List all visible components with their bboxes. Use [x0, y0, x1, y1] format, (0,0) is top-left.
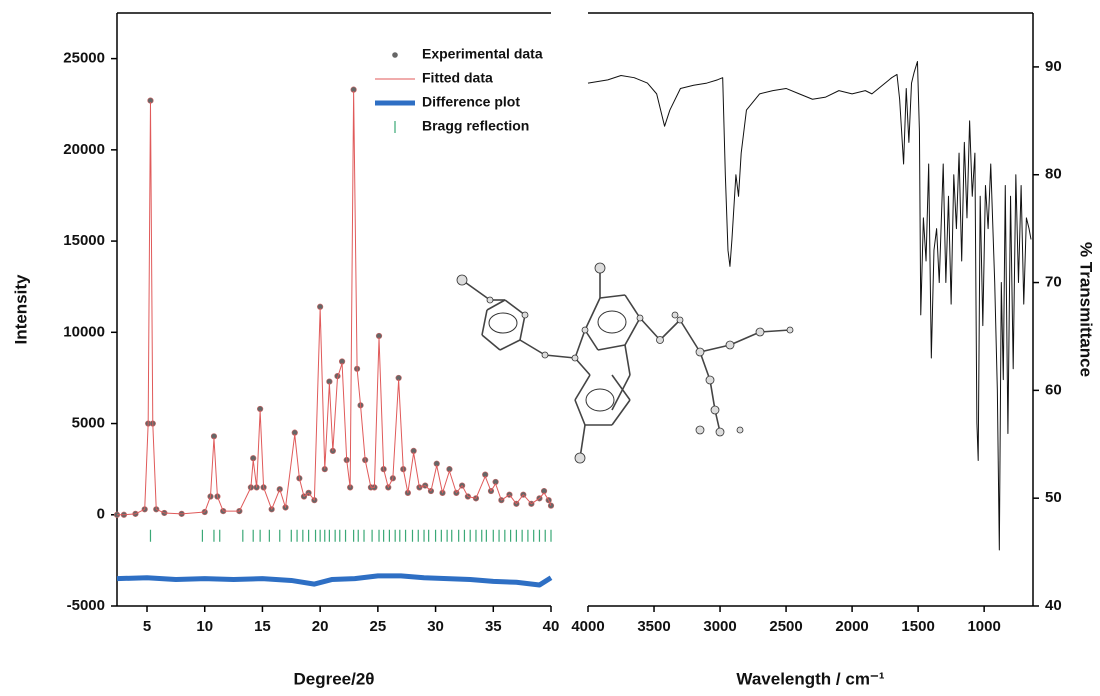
y-tick-label: 0 [97, 506, 105, 523]
page: {"chart_data": [ {"type": "line", "x_lab… [0, 0, 1100, 696]
y-tick-label: 60 [1045, 381, 1062, 398]
legend-label: Experimental data [422, 46, 543, 62]
x-tick-label: 3000 [703, 618, 736, 635]
y-tick-label: 40 [1045, 597, 1062, 614]
x-tick-label: 1500 [901, 618, 934, 635]
y-tick-label: 20000 [63, 141, 105, 158]
x-axis-label: Wavelength / cm⁻¹ [736, 669, 884, 688]
legend-label: Bragg reflection [422, 118, 529, 134]
chart: 4000 3500 3000 2500 2000 1500 1000 40 50 60 70 80 90… [571, 13, 1095, 688]
chart: 5 10 15 20 25 30 35 40 -5000 0 5000 10000 15000 20000… [11, 13, 559, 688]
difference-line [117, 576, 551, 585]
y-tick-label: 25000 [63, 50, 105, 67]
y-tick-label: 50 [1045, 489, 1062, 506]
x-tick-label: 20 [312, 618, 329, 635]
x-tick-label: 40 [543, 618, 560, 635]
legend-marker [392, 52, 398, 58]
x-tick-label: 25 [370, 618, 387, 635]
x-tick-label: 10 [196, 618, 213, 635]
x-tick-label: 35 [485, 618, 502, 635]
y-tick-label: 10000 [63, 323, 105, 340]
figure: 5 10 15 20 25 30 35 40 -5000 0 5000 10000 15000 20000… [0, 0, 1100, 691]
y-tick-label: 15000 [63, 232, 105, 249]
data-line [588, 62, 1031, 550]
y2-axis-label: % Transmittance [1077, 242, 1096, 377]
x-tick-label: 30 [427, 618, 444, 635]
x-tick-label: 4000 [571, 618, 604, 635]
x-tick-label: 1000 [967, 618, 1000, 635]
data-point [548, 503, 554, 509]
y-tick-label: 70 [1045, 274, 1062, 291]
y-tick-label: 90 [1045, 58, 1062, 75]
x-tick-label: 3500 [637, 618, 670, 635]
legend-label: Difference plot [422, 94, 520, 110]
x-tick-label: 2000 [835, 618, 868, 635]
x-tick-label: 5 [143, 618, 151, 635]
x-tick-label: 2500 [769, 618, 802, 635]
y-tick-label: 80 [1045, 166, 1062, 183]
y-tick-label: -5000 [67, 597, 105, 614]
x-axis-label: Degree/2θ [293, 669, 374, 688]
legend-label: Fitted data [422, 70, 493, 86]
molecule-structure [457, 263, 793, 463]
x-tick-label: 15 [254, 618, 271, 635]
y-axis-label: Intensity [11, 274, 30, 344]
y-tick-label: 5000 [72, 415, 105, 432]
